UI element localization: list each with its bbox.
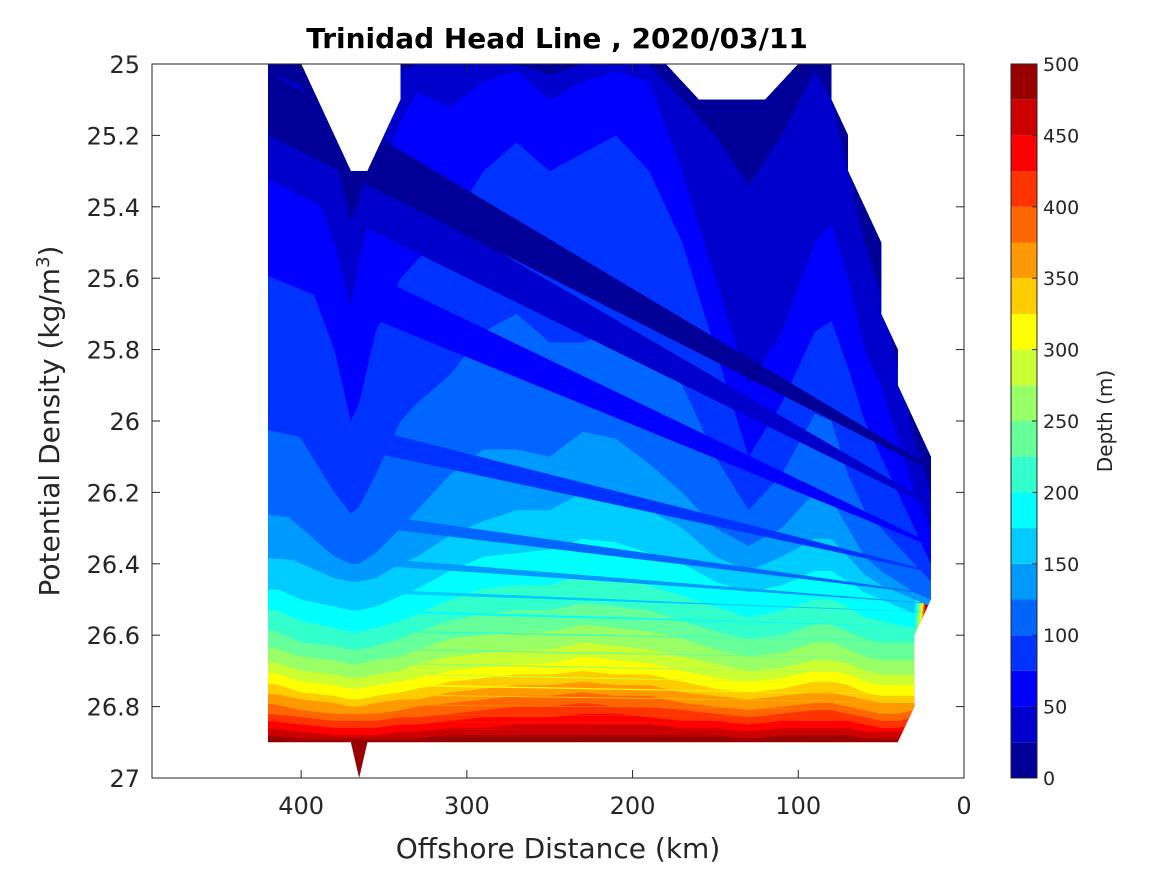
colorbar-band xyxy=(1011,349,1037,386)
y-tick-label: 25.2 xyxy=(87,122,140,150)
y-tick-label: 26.6 xyxy=(87,622,140,650)
colorbar-band xyxy=(1011,599,1037,636)
chart-title: Trinidad Head Line , 2020/03/11 xyxy=(306,22,808,55)
y-axis-label-close: ) xyxy=(33,246,66,257)
y-tick-label: 26 xyxy=(109,408,140,436)
colorbar-band xyxy=(1011,135,1037,172)
colorbar-band xyxy=(1011,563,1037,600)
y-tick-label: 26.2 xyxy=(87,479,140,507)
colorbar-tick-label: 500 xyxy=(1043,54,1079,76)
x-tick-label: 200 xyxy=(610,792,656,820)
colorbar-band xyxy=(1011,278,1037,314)
y-tick-label: 26.8 xyxy=(87,694,140,722)
colorbar-band xyxy=(1011,742,1037,778)
colorbar: 0 50 100 150 200 250 300 350 400 450 500 xyxy=(1010,54,1079,790)
colorbar-band xyxy=(1011,171,1037,207)
colorbar-band xyxy=(1011,492,1037,529)
colorbar-band xyxy=(1011,528,1037,564)
contour-fills xyxy=(268,64,931,778)
colorbar-label: Depth (m) xyxy=(1093,370,1117,472)
colorbar-band xyxy=(1011,385,1037,421)
colorbar-band xyxy=(1011,706,1037,743)
colorbar-tick-label: 0 xyxy=(1043,768,1055,790)
colorbar-tick-label: 150 xyxy=(1043,554,1079,576)
colorbar-tick-label: 250 xyxy=(1043,411,1079,433)
y-tick-label: 25.6 xyxy=(87,265,140,293)
colorbar-band xyxy=(1011,456,1037,493)
x-tick-label: 300 xyxy=(444,792,490,820)
y-tick-label: 25 xyxy=(109,51,140,79)
colorbar-band xyxy=(1011,635,1037,671)
colorbar-tick-label: 300 xyxy=(1043,340,1079,362)
colorbar-band xyxy=(1011,64,1037,100)
x-axis-label: Offshore Distance (km) xyxy=(396,832,721,865)
x-tick-label: 400 xyxy=(278,792,324,820)
colorbar-band xyxy=(1011,670,1037,707)
x-tick-label: 0 xyxy=(956,792,971,820)
y-axis-label: Potential Density (kg/m3) xyxy=(33,246,66,597)
colorbar-band xyxy=(1011,313,1037,350)
colorbar-band xyxy=(1011,242,1037,279)
y-axis-label-main: Potential Density (kg/m xyxy=(33,268,66,597)
x-tick-label: 100 xyxy=(775,792,821,820)
colorbar-tick-label: 350 xyxy=(1043,268,1079,290)
y-tick-label: 25.8 xyxy=(87,337,140,365)
colorbar-tick-label: 200 xyxy=(1043,482,1079,504)
y-tick-label: 25.4 xyxy=(87,194,140,222)
colorbar-band xyxy=(1011,421,1037,457)
y-tick-label: 27 xyxy=(109,765,140,793)
colorbar-tick-label: 100 xyxy=(1043,625,1079,647)
colorbar-band xyxy=(1011,99,1037,136)
x-axis: 400 300 200 100 0 xyxy=(278,64,972,820)
colorbar-band xyxy=(1011,206,1037,243)
colorbar-tick-label: 450 xyxy=(1043,125,1079,147)
colorbar-tick-label: 50 xyxy=(1043,697,1067,719)
y-axis: 25 25.2 25.4 25.6 25.8 26 26.2 26.4 26.6 26.8 27 xyxy=(87,51,964,793)
y-axis-label-superscript: 3 xyxy=(33,256,54,267)
y-tick-label: 26.4 xyxy=(87,551,140,579)
colorbar-tick-label: 400 xyxy=(1043,197,1079,219)
